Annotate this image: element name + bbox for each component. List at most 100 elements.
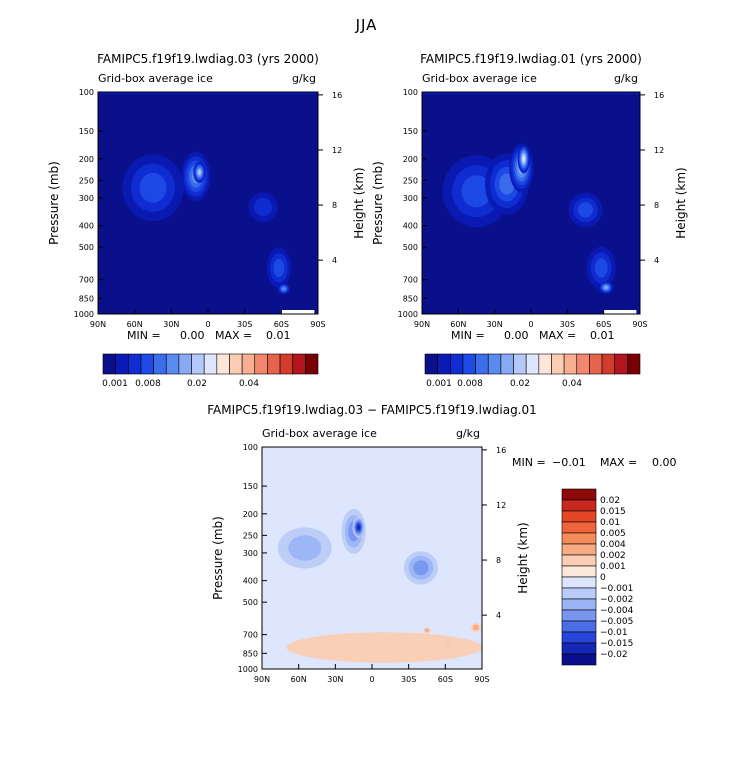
colorbar-label: 0.002 xyxy=(600,551,626,561)
colorbar-box xyxy=(561,642,597,655)
colorbar-box xyxy=(561,510,597,523)
colorbar-label: 0.001 xyxy=(426,379,452,389)
chart-units: g/kg xyxy=(456,427,480,440)
colorbar-box xyxy=(178,353,192,375)
x-tick-label: 30N xyxy=(163,320,179,329)
colorbar-label: 0.008 xyxy=(135,379,161,389)
y-right-tick-label: 4 xyxy=(496,611,501,620)
colorbar-label: 0.004 xyxy=(600,540,626,550)
y-tick-label: 300 xyxy=(403,194,418,203)
plot-area xyxy=(98,92,318,314)
y-right-tick-label: 4 xyxy=(654,256,659,265)
y-tick-label: 850 xyxy=(79,294,94,303)
contour-level xyxy=(273,258,285,278)
colorbar-box xyxy=(191,353,205,375)
colorbar-label: 0.02 xyxy=(600,496,620,506)
colorbar-box xyxy=(462,353,476,375)
y-tick-label: 250 xyxy=(79,176,94,185)
contour-level xyxy=(357,524,361,530)
y-tick-label: 150 xyxy=(243,482,258,491)
y-tick-label: 200 xyxy=(403,155,418,164)
chart-subtitle-left: Grid-box average ice xyxy=(98,72,213,85)
x-tick-label: 60S xyxy=(274,320,289,329)
y-right-tick-label: 12 xyxy=(332,146,342,155)
colorbar-label: −0.005 xyxy=(600,617,633,627)
max-label: MAX = xyxy=(215,329,252,342)
y-axis-label: Pressure (mb) xyxy=(371,161,385,245)
x-tick-label: 60N xyxy=(291,675,307,684)
y-tick-label: 1000 xyxy=(398,310,418,319)
y-tick-label: 500 xyxy=(79,243,94,252)
colorbar-box xyxy=(561,598,597,611)
y-tick-label: 400 xyxy=(403,222,418,231)
max-value: 0.01 xyxy=(590,329,615,342)
y-right-tick-label: 16 xyxy=(496,446,506,455)
y-right-tick-label: 8 xyxy=(496,556,501,565)
y-axis-label: Pressure (mb) xyxy=(47,161,61,245)
colorbar-box xyxy=(279,353,294,375)
colorbar-box xyxy=(165,353,180,375)
x-tick-label: 60S xyxy=(596,320,611,329)
x-tick-label: 90N xyxy=(414,320,430,329)
y-tick-label: 150 xyxy=(403,127,418,136)
y-tick-label: 1000 xyxy=(74,310,94,319)
colorbar-label: −0.001 xyxy=(600,584,633,594)
colorbar-box xyxy=(241,353,256,375)
y-tick-label: 200 xyxy=(243,510,258,519)
x-tick-label: 60S xyxy=(438,675,453,684)
colorbar-label: 0.008 xyxy=(457,379,483,389)
contour-level xyxy=(522,156,525,162)
colorbar-box xyxy=(292,353,306,375)
y-right-axis-label: Height (km) xyxy=(516,522,530,593)
colorbar-box xyxy=(561,653,597,666)
min-label: MIN = xyxy=(451,329,485,342)
colorbar-box xyxy=(267,353,281,375)
y-tick-label: 500 xyxy=(403,243,418,252)
contour-level xyxy=(594,258,608,278)
contour-level xyxy=(577,202,594,218)
chart-title: FAMIPC5.f19f19.lwdiag.03 − FAMIPC5.f19f1… xyxy=(207,403,537,417)
colorbar-box xyxy=(102,353,116,375)
y-tick-label: 300 xyxy=(79,194,94,203)
y-tick-label: 850 xyxy=(243,649,258,658)
colorbar-label: −0.02 xyxy=(600,650,628,660)
colorbar-label: −0.004 xyxy=(600,606,634,616)
colorbar-label: −0.01 xyxy=(600,628,628,638)
colorbar-box xyxy=(589,353,603,375)
y-right-tick-label: 16 xyxy=(332,91,342,100)
x-tick-label: 90S xyxy=(474,675,489,684)
chart-title: FAMIPC5.f19f19.lwdiag.01 (yrs 2000) xyxy=(420,52,642,66)
y-tick-label: 850 xyxy=(403,294,418,303)
y-tick-label: 400 xyxy=(79,222,94,231)
colorbar-box xyxy=(437,353,451,375)
x-tick-label: 30S xyxy=(560,320,575,329)
colorbar-box xyxy=(538,353,552,375)
contour-level xyxy=(413,560,429,576)
colorbar-box xyxy=(601,353,616,375)
chart-1: FAMIPC5.f19f19.lwdiag.03 (yrs 2000) Grid-… xyxy=(47,52,366,389)
y-tick-label: 700 xyxy=(79,276,94,285)
colorbar-label: 0.015 xyxy=(600,507,626,517)
colorbar-label: 0.04 xyxy=(239,379,259,389)
colorbar-label: 0.005 xyxy=(600,529,626,539)
colorbar-box xyxy=(449,353,464,375)
x-tick-label: 30N xyxy=(487,320,503,329)
max-label: MAX = xyxy=(600,456,637,469)
chart-subtitle-left: Grid-box average ice xyxy=(422,72,537,85)
colorbar-box xyxy=(115,353,129,375)
colorbar-label: 0.001 xyxy=(600,562,626,572)
y-tick-label: 1000 xyxy=(238,665,258,674)
colorbar-box xyxy=(561,488,597,501)
min-value: 0.00 xyxy=(180,329,205,342)
colorbar-box xyxy=(561,554,597,567)
colorbar-box xyxy=(525,353,540,375)
y-right-axis-label: Height (km) xyxy=(674,167,688,238)
colorbar-label: −0.002 xyxy=(600,595,633,605)
colorbar-box xyxy=(627,353,641,375)
x-tick-label: 60N xyxy=(127,320,143,329)
y-tick-label: 100 xyxy=(403,88,418,97)
missing-data xyxy=(281,310,315,314)
missing-data xyxy=(603,310,637,314)
colorbar-label: 0.01 xyxy=(600,518,620,528)
